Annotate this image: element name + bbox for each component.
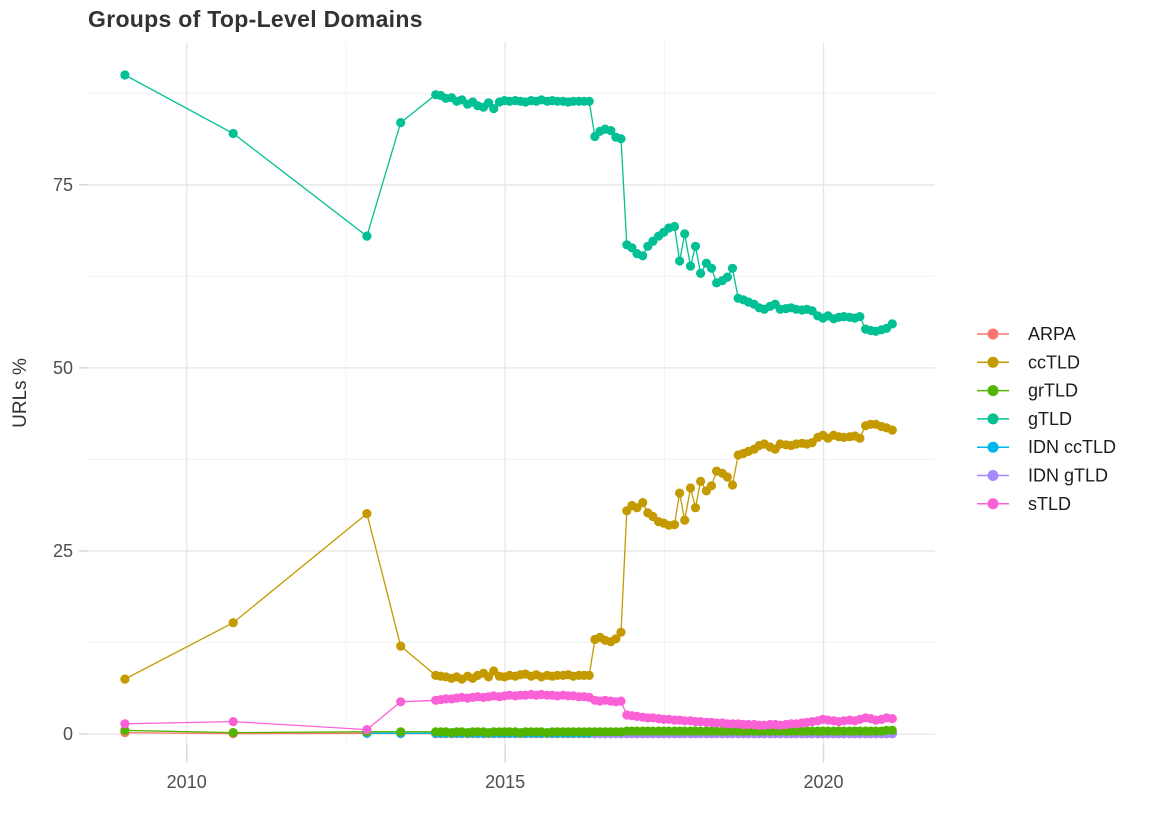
point-gtld [680,229,690,239]
point-gtld [362,231,372,241]
legend-item-arpa: ARPA [977,324,1076,344]
gridlines-minor [88,42,935,745]
point-gtld [228,128,238,139]
legend-key-dot [987,356,999,368]
legend-label: ccTLD [1028,352,1080,372]
point-stld [396,697,406,707]
legend-key-dot [987,328,999,340]
legend-item-idn-cctld: IDN ccTLD [977,437,1116,457]
legend-key-dot [987,413,999,425]
series-grtld [120,725,897,738]
point-cctld [638,498,648,508]
y-tick-label: 50 [53,358,73,378]
y-axis-title: URLs % [10,358,31,428]
legend-key-dot [987,385,999,397]
point-gtld [722,272,733,282]
point-gtld [685,261,696,271]
point-cctld [616,627,626,637]
legend-label: gTLD [1028,409,1072,429]
legend-item-stld: sTLD [977,494,1071,514]
x-tick-label: 2015 [485,772,525,792]
legend-key-dot [987,441,999,453]
point-gtld [396,118,406,128]
point-stld [228,717,238,727]
point-stld [887,714,897,724]
point-grtld [396,727,406,737]
point-cctld [396,641,406,651]
point-gtld [675,256,685,266]
legend-label: IDN ccTLD [1028,437,1116,457]
legend-label: IDN gTLD [1028,466,1108,486]
legend-item-gtld: gTLD [977,409,1072,429]
legend-item-grtld: grTLD [977,381,1078,401]
point-gtld [120,70,130,80]
line-cctld [124,423,893,680]
point-grtld [228,728,238,738]
point-cctld [727,480,738,490]
y-tick-label: 0 [63,724,73,744]
axis-tick-labels: 2010 2015 2020 0 25 50 75 [53,175,844,792]
legend-label: ARPA [1028,324,1076,344]
point-gtld [690,241,701,251]
point-cctld [120,674,130,684]
line-gtld [124,74,893,332]
chart-title: Groups of Top-Level Domains [88,6,423,32]
axis-ticks [79,184,825,763]
x-tick-label: 2010 [167,772,207,792]
x-tick-label: 2020 [804,772,844,792]
legend-item-cctld: ccTLD [977,352,1080,372]
series-layer [120,70,897,739]
point-gtld [727,263,738,273]
point-cctld [680,515,690,525]
legend-label: grTLD [1028,381,1078,401]
legend-key-dot [987,470,999,481]
point-stld [616,696,626,706]
point-gtld [638,251,648,261]
legend: ARPA ccTLD grTLD gTLD IDN ccTLD IDN gTLD sTLD [977,324,1116,514]
point-gtld [669,221,680,232]
series-gtld [120,70,897,336]
point-cctld [855,433,865,443]
point-cctld [685,483,696,493]
point-cctld [228,618,238,628]
legend-item-idn-gtld: IDN gTLD [977,466,1108,486]
point-gtld [887,319,897,329]
point-cctld [669,520,680,530]
point-cctld [584,670,594,681]
point-cctld [696,476,706,486]
point-gtld [616,134,626,144]
point-grtld [120,725,130,736]
point-cctld [362,508,372,519]
point-cctld [722,472,733,482]
point-grtld [887,725,897,736]
point-cctld [706,481,717,491]
series-cctld [120,419,897,684]
point-stld [120,719,130,729]
point-gtld [855,312,865,322]
point-cctld [887,425,897,435]
point-cctld [690,503,701,513]
point-gtld [706,263,717,273]
y-tick-label: 75 [53,175,73,195]
point-gtld [606,126,616,136]
gridlines-major [88,42,935,745]
series-stld [120,689,897,735]
point-stld [362,725,372,735]
point-cctld [611,634,621,644]
y-tick-label: 25 [53,541,73,561]
point-gtld [489,104,499,114]
point-gtld [584,96,594,106]
legend-label: sTLD [1028,494,1071,514]
point-gtld [696,268,706,278]
point-cctld [675,488,685,498]
legend-key-dot [987,498,999,510]
